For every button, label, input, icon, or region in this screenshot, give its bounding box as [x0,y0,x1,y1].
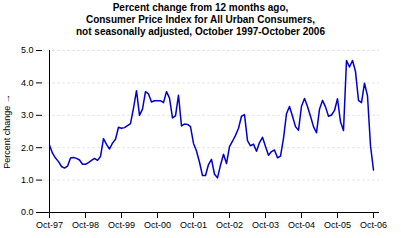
svg-text:2.0: 2.0 [21,143,34,153]
svg-text:1.0: 1.0 [21,175,34,185]
svg-text:5.0: 5.0 [21,45,34,55]
svg-text:Oct-05: Oct-05 [324,220,351,230]
svg-text:Oct-02: Oct-02 [216,220,243,230]
svg-text:3.0: 3.0 [21,110,34,120]
svg-text:Oct-99: Oct-99 [108,220,135,230]
svg-text:Oct-98: Oct-98 [72,220,99,230]
svg-text:Oct-01: Oct-01 [180,220,207,230]
svg-text:Oct-04: Oct-04 [288,220,315,230]
svg-text:Oct-00: Oct-00 [144,220,171,230]
svg-text:4.0: 4.0 [21,78,34,88]
svg-text:Oct-06: Oct-06 [360,220,387,230]
html-text:Percent change from 12 months: Percent change from 12 months ago, Consu… [76,2,325,37]
svg-text:Oct-97: Oct-97 [36,220,63,230]
svg-text:Percent change →: Percent change → [2,94,12,169]
svg-text:Oct-03: Oct-03 [252,220,279,230]
svg-text:0.0: 0.0 [21,207,34,217]
